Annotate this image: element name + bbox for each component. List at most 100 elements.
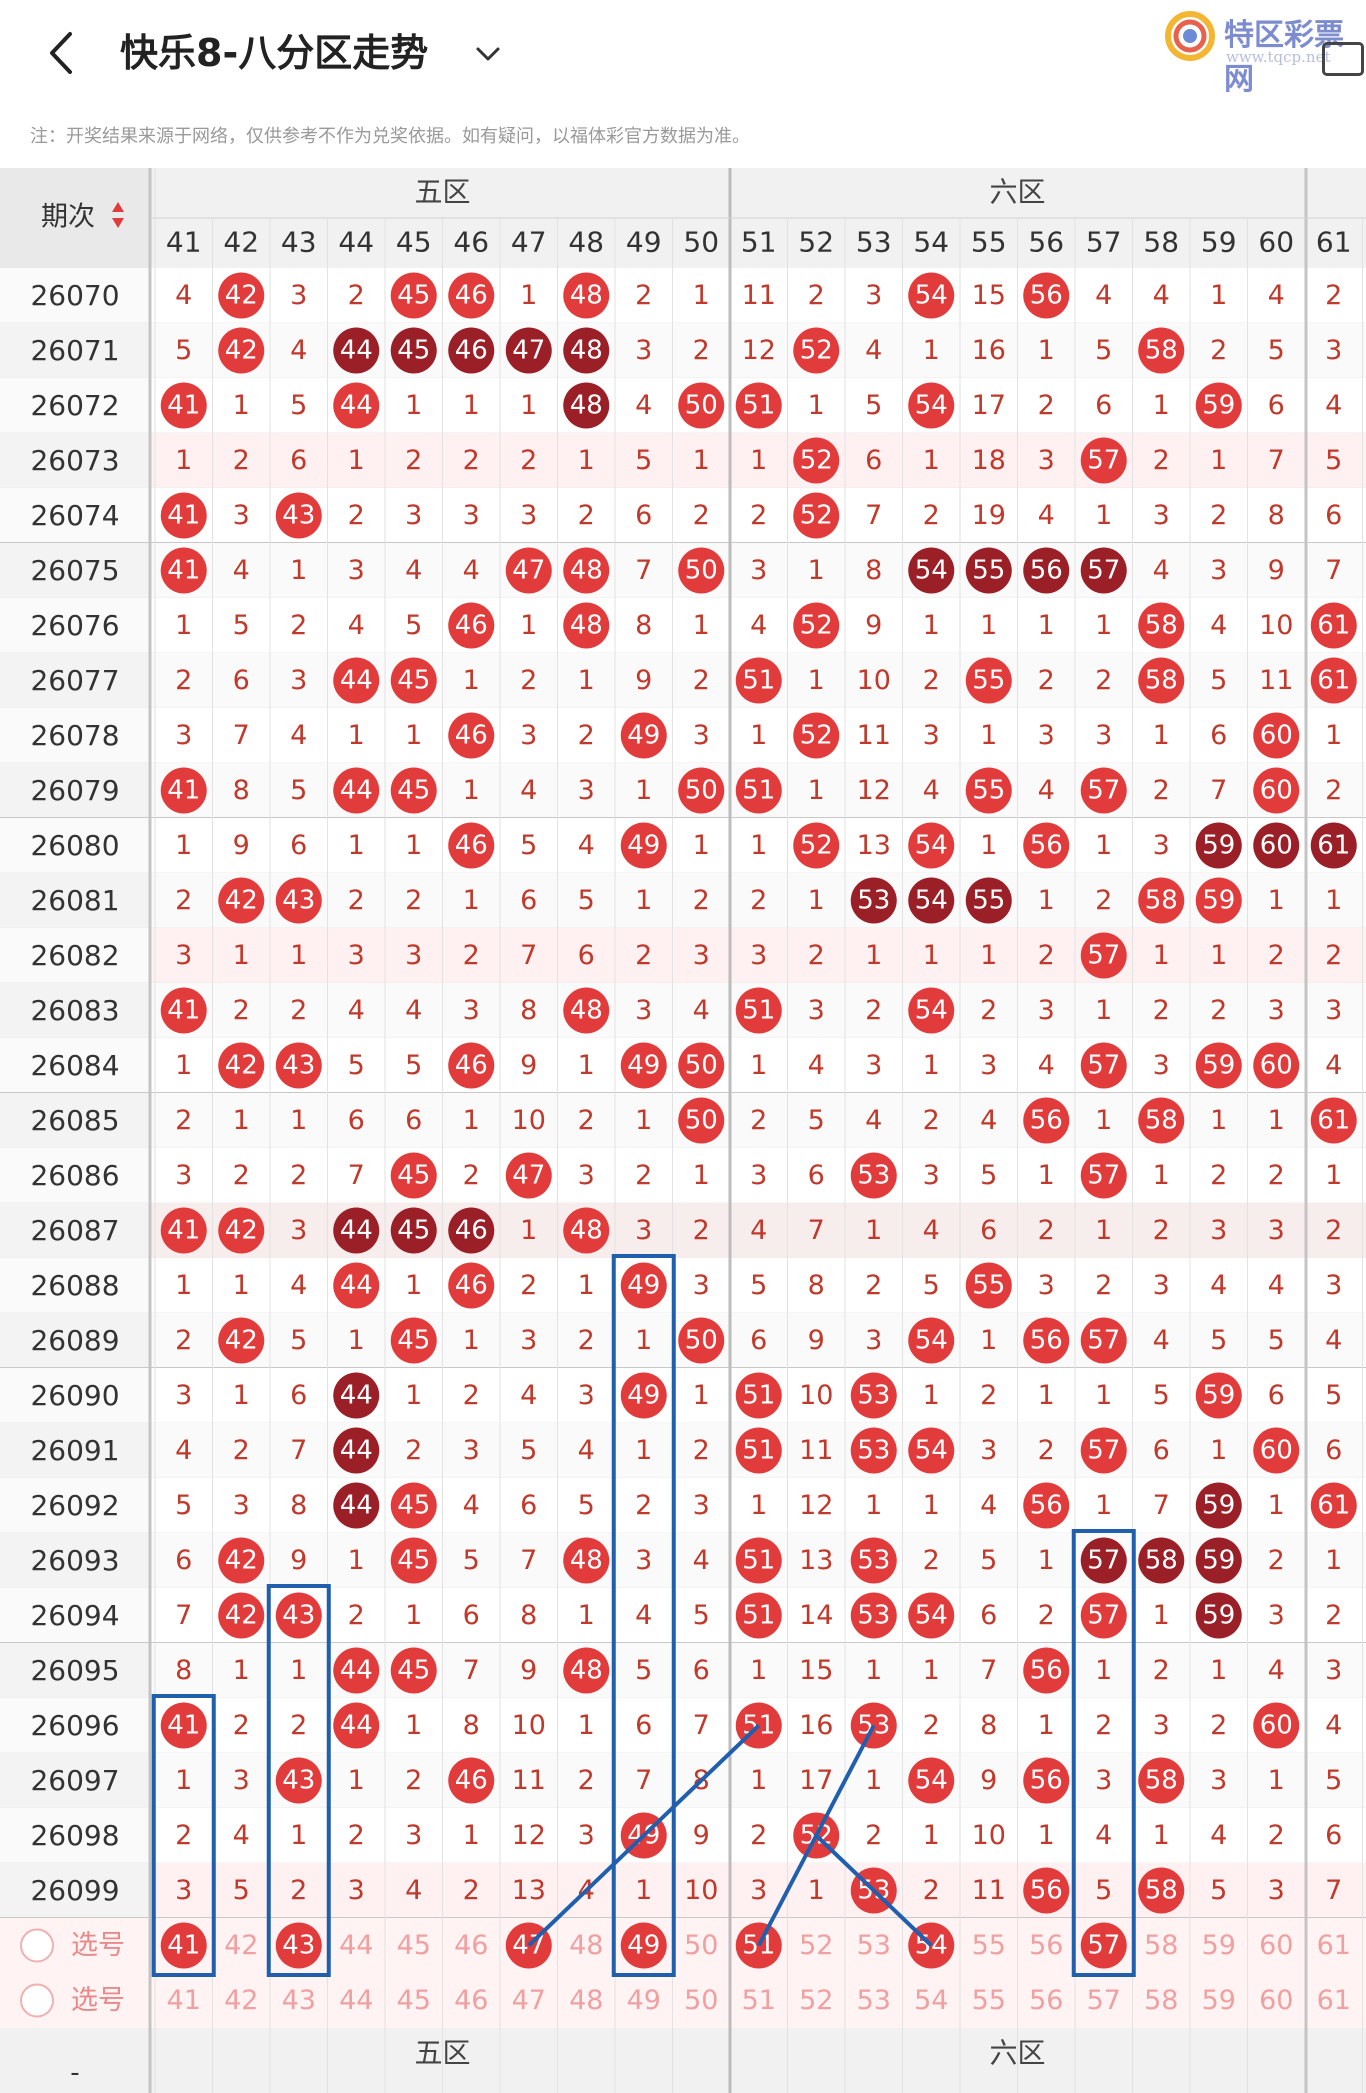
drawn-ball bbox=[1195, 1042, 1242, 1089]
window-icon[interactable] bbox=[1322, 42, 1364, 76]
drawn-ball-number: 49 bbox=[627, 721, 660, 751]
miss-count: 2 bbox=[1325, 280, 1342, 311]
drawn-ball-number: 60 bbox=[1260, 831, 1293, 861]
drawn-ball-number: 53 bbox=[857, 886, 890, 916]
miss-count: 1 bbox=[1095, 1380, 1112, 1411]
miss-count: 12 bbox=[799, 1490, 833, 1521]
drawn-ball bbox=[850, 1537, 897, 1584]
drawn-ball bbox=[448, 272, 495, 319]
miss-count: 9 bbox=[980, 1765, 997, 1796]
drawn-ball bbox=[333, 1207, 380, 1254]
drawn-ball-number: 61 bbox=[1317, 1106, 1350, 1136]
table-row bbox=[0, 1148, 1366, 1203]
drawn-ball bbox=[1080, 1042, 1127, 1089]
miss-count: 5 bbox=[1210, 665, 1227, 696]
select-row bbox=[0, 1918, 1366, 1973]
drawn-ball-number: 57 bbox=[1087, 556, 1120, 586]
miss-count: 2 bbox=[635, 940, 652, 971]
miss-count: 3 bbox=[175, 1160, 192, 1191]
miss-count: 3 bbox=[1038, 1270, 1055, 1301]
miss-count: 3 bbox=[1268, 1875, 1285, 1906]
miss-count: 12 bbox=[857, 775, 891, 806]
drawn-ball-number: 44 bbox=[340, 1271, 373, 1301]
miss-count: 1 bbox=[1210, 445, 1227, 476]
drawn-ball-number: 45 bbox=[397, 1216, 430, 1246]
miss-count: 2 bbox=[1095, 1270, 1112, 1301]
miss-count: 4 bbox=[463, 1490, 480, 1521]
miss-count: 5 bbox=[520, 830, 537, 861]
miss-count: 3 bbox=[693, 720, 710, 751]
back-arrow-icon[interactable] bbox=[40, 26, 80, 80]
miss-count: 1 bbox=[1095, 830, 1112, 861]
miss-count: 6 bbox=[520, 1490, 537, 1521]
miss-count: 1 bbox=[923, 940, 940, 971]
table-row bbox=[0, 488, 1366, 543]
selected-ball-number: 41 bbox=[167, 1931, 200, 1961]
period-cell-bg bbox=[0, 1258, 150, 1313]
drawn-ball bbox=[390, 1207, 437, 1254]
miss-count: 3 bbox=[693, 1490, 710, 1521]
drawn-ball bbox=[793, 437, 840, 484]
drawn-ball-number: 59 bbox=[1202, 1601, 1235, 1631]
select-radio-icon[interactable] bbox=[20, 1928, 54, 1963]
drawn-ball-number: 46 bbox=[455, 831, 488, 861]
miss-count: 1 bbox=[923, 1050, 940, 1081]
drawn-ball-number: 48 bbox=[570, 1656, 603, 1686]
drawn-ball-number: 60 bbox=[1260, 1051, 1293, 1081]
chevron-down-icon[interactable] bbox=[470, 36, 506, 72]
sort-up-icon[interactable] bbox=[112, 202, 124, 212]
miss-count: 2 bbox=[578, 1105, 595, 1136]
selected-ball[interactable] bbox=[620, 1922, 667, 1969]
miss-count: 1 bbox=[808, 1875, 825, 1906]
selected-ball[interactable] bbox=[160, 1922, 207, 1969]
miss-count: 2 bbox=[923, 1545, 940, 1576]
page-title[interactable]: 快乐8-八分区走势 bbox=[120, 31, 429, 75]
drawn-ball bbox=[908, 1317, 955, 1364]
miss-count: 4 bbox=[1210, 610, 1227, 641]
column-header-59: 59 bbox=[1201, 226, 1237, 259]
drawn-ball bbox=[333, 657, 380, 704]
drawn-ball-number: 58 bbox=[1145, 611, 1178, 641]
drawn-ball bbox=[1138, 602, 1185, 649]
miss-count: 1 bbox=[578, 1710, 595, 1741]
miss-count: 1 bbox=[865, 1215, 882, 1246]
miss-count: 1 bbox=[463, 1325, 480, 1356]
period-header-label: 期次 bbox=[41, 202, 95, 233]
table-row bbox=[0, 928, 1366, 983]
miss-count: 1 bbox=[405, 390, 422, 421]
miss-count: 1 bbox=[923, 610, 940, 641]
miss-count: 19 bbox=[972, 500, 1006, 531]
sort-down-icon[interactable] bbox=[112, 218, 124, 228]
miss-count: 2 bbox=[578, 1765, 595, 1796]
miss-count: 7 bbox=[865, 500, 882, 531]
select-radio-icon[interactable] bbox=[20, 1983, 54, 2018]
miss-count: 3 bbox=[923, 720, 940, 751]
miss-count: 3 bbox=[1038, 445, 1055, 476]
selected-ball-number: 49 bbox=[627, 1931, 660, 1961]
drawn-ball bbox=[965, 767, 1012, 814]
miss-count: 2 bbox=[1153, 995, 1170, 1026]
drawn-ball-number: 57 bbox=[1087, 1051, 1120, 1081]
selected-ball[interactable] bbox=[1080, 1922, 1127, 1969]
miss-count: 1 bbox=[1095, 1105, 1112, 1136]
table-row bbox=[0, 1423, 1366, 1478]
miss-count: 2 bbox=[175, 885, 192, 916]
miss-count: 5 bbox=[808, 1105, 825, 1136]
period-26071: 26071 bbox=[30, 334, 119, 367]
miss-count: 3 bbox=[1153, 1710, 1170, 1741]
column-header-41: 41 bbox=[166, 226, 202, 259]
drawn-ball bbox=[1023, 1757, 1070, 1804]
miss-count: 1 bbox=[635, 1875, 652, 1906]
drawn-ball bbox=[160, 1207, 207, 1254]
column-header-61: 61 bbox=[1316, 226, 1352, 259]
drawn-ball bbox=[1138, 877, 1185, 924]
miss-count: 1 bbox=[348, 1765, 365, 1796]
miss-count: 6 bbox=[290, 1380, 307, 1411]
drawn-ball bbox=[965, 877, 1012, 924]
selected-ball[interactable] bbox=[275, 1922, 322, 1969]
drawn-ball-number: 53 bbox=[857, 1601, 890, 1631]
drawn-ball bbox=[1310, 1097, 1357, 1144]
drawn-ball-number: 47 bbox=[512, 1161, 545, 1191]
drawn-ball-number: 56 bbox=[1030, 1876, 1063, 1906]
